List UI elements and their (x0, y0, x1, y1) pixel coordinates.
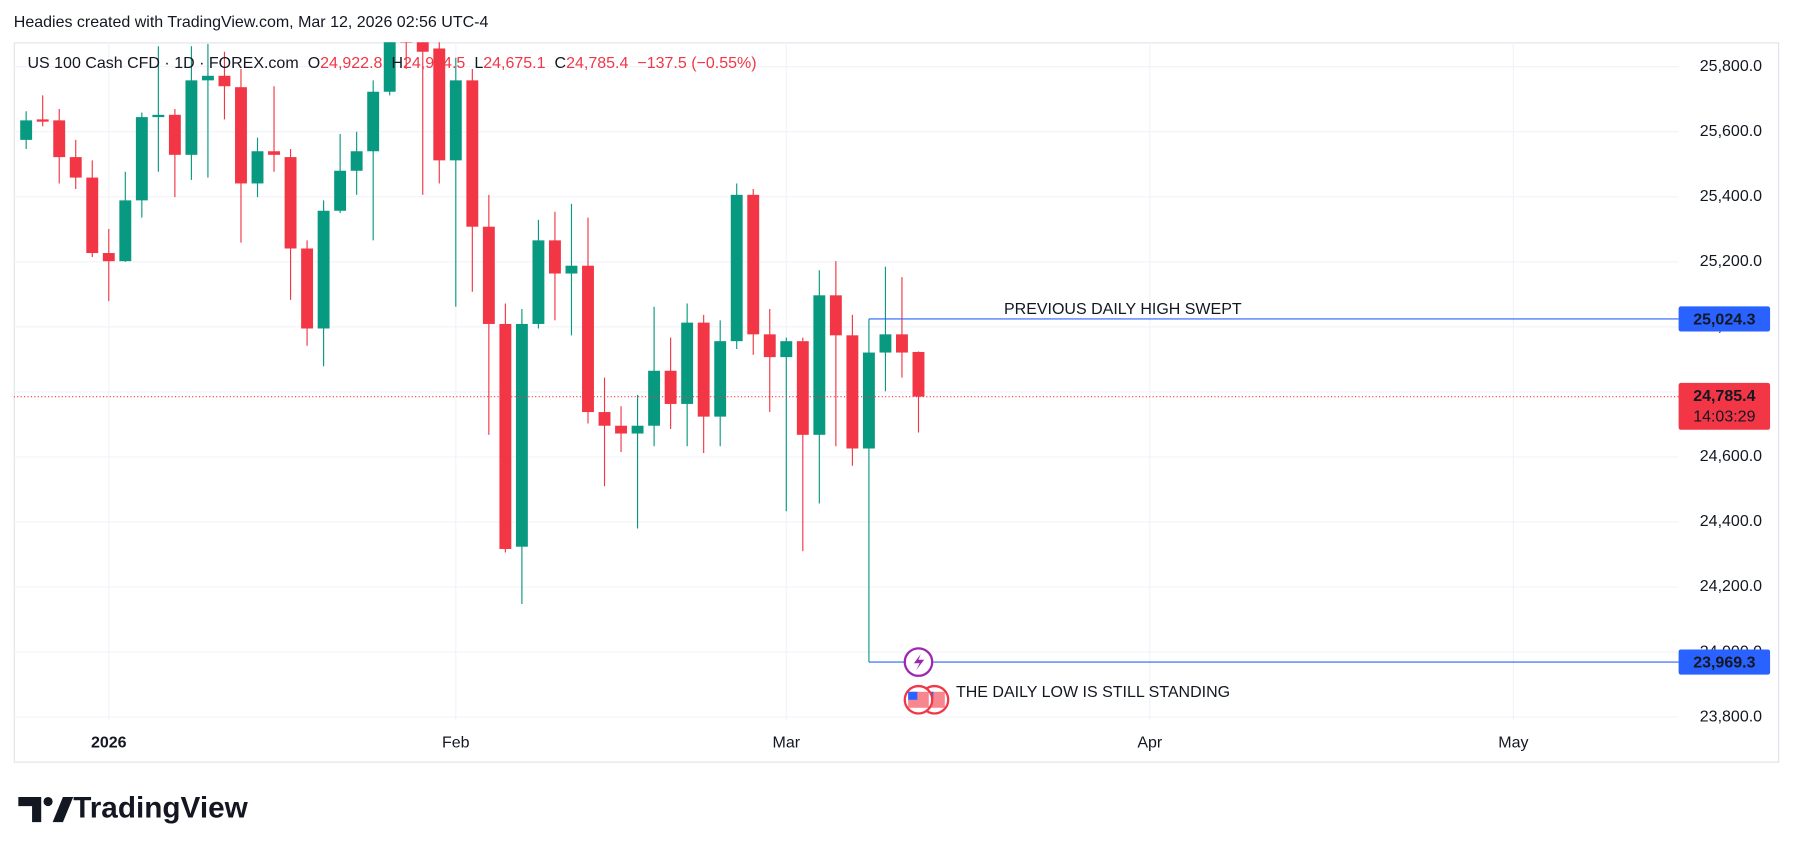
candle-body (119, 200, 132, 262)
legend-symbol: US 100 Cash CFD · 1D · FOREX.com (27, 55, 298, 72)
candle-body (433, 48, 446, 161)
y-tick-label: 25,600.0 (1700, 123, 1762, 140)
legend-letter: C (555, 55, 567, 72)
candle-body (862, 352, 875, 449)
x-tick-label: May (1498, 734, 1528, 751)
header: Headies created with TradingView.com, Ma… (14, 14, 489, 31)
y-tick-label: 24,400.0 (1700, 513, 1762, 530)
candle-body (598, 412, 611, 426)
candle-body (251, 151, 264, 184)
candle-body (449, 80, 462, 161)
candle-body (301, 248, 314, 329)
price-tag (1678, 649, 1771, 675)
candle-body (548, 240, 561, 274)
candle-body (813, 295, 826, 435)
candle-body (102, 253, 115, 262)
x-tick-label: Feb (442, 734, 470, 751)
y-tick-label: 24,200.0 (1700, 578, 1762, 595)
chart-frame (13, 42, 1780, 763)
plot-area: PREVIOUS DAILY HIGH SWEPT THE DAILY LOW I… (13, 42, 1679, 701)
price-tag-label: 23,969.3 (1693, 654, 1755, 671)
x-tick-label: 2026 (91, 734, 127, 751)
candle-body (747, 194, 760, 335)
candle-body (317, 210, 330, 329)
event-icon-bolt (913, 654, 925, 671)
candle-body (763, 334, 776, 358)
price-tag (1678, 306, 1771, 332)
candle-body (615, 425, 627, 434)
brand: TradingView (73, 791, 248, 824)
axes: 23,800.024,000.024,200.024,400.024,600.0… (91, 58, 1771, 751)
flag-canton (908, 691, 918, 700)
candle-body (268, 151, 280, 155)
candle-body (714, 341, 727, 417)
candle-body (350, 151, 363, 171)
y-tick-label: 24,600.0 (1700, 448, 1762, 465)
y-tick-label: 25,200.0 (1700, 253, 1762, 270)
candle-body (631, 425, 644, 434)
candle-body (846, 335, 859, 449)
legend-value: 24,785.4 (566, 55, 628, 72)
candle-body (284, 157, 297, 249)
candle-body (400, 42, 413, 43)
candle-body (515, 323, 528, 547)
candle-body (152, 114, 165, 118)
candle-body (168, 114, 181, 155)
annotation: THE DAILY LOW IS STILL STANDING (956, 684, 1230, 701)
x-tick-label: Mar (773, 734, 801, 751)
legend-value: 24,924.5 (403, 55, 465, 72)
candle-body (235, 87, 247, 184)
candle-body (53, 120, 66, 158)
candle-body (912, 351, 925, 397)
candle-body (135, 117, 148, 201)
candle-body (86, 177, 99, 254)
candle-body (69, 157, 82, 178)
candle-body (697, 322, 710, 417)
annotation: PREVIOUS DAILY HIGH SWEPT (1004, 301, 1242, 318)
legend-letter: O (308, 55, 320, 72)
y-tick-label: 25,800.0 (1700, 58, 1762, 75)
candle-body (466, 80, 479, 227)
price-tag-label: 25,024.3 (1693, 311, 1755, 328)
candle-body (796, 341, 809, 435)
candle-body (532, 240, 545, 324)
candle-body (648, 370, 661, 426)
candle-body (582, 265, 594, 413)
candle-body (334, 170, 347, 211)
legend-letter: H (391, 55, 403, 72)
candle-body (780, 341, 793, 358)
candle-body (829, 295, 842, 336)
candle-body (730, 194, 743, 342)
candle-body (218, 75, 231, 87)
candle-body (565, 265, 578, 274)
candle-body (367, 91, 380, 152)
candle-body (896, 334, 908, 353)
candle-body (879, 334, 892, 353)
candle-body (416, 42, 429, 52)
candle-body (20, 120, 33, 140)
candle-body (482, 226, 495, 324)
countdown: 14:03:29 (1693, 408, 1755, 425)
last-price-tag (1678, 382, 1771, 430)
last-price-label: 24,785.4 (1693, 388, 1755, 405)
legend-letter: L (474, 55, 483, 72)
y-tick-label: 23,800.0 (1700, 708, 1762, 725)
legend-value: 24,675.1 (483, 55, 545, 72)
candle-body (664, 370, 677, 404)
candle-body (499, 323, 512, 549)
candle-body (36, 119, 49, 122)
candle-body (383, 42, 396, 92)
candle-body (201, 75, 214, 81)
y-tick-label: 25,400.0 (1700, 188, 1762, 205)
legend-value: 24,922.8 (320, 55, 382, 72)
legend-change: −137.5 (−0.55%) (637, 55, 756, 72)
tradingview-logo: TradingView (18, 791, 249, 824)
candle-body (185, 80, 198, 155)
legend: US 100 Cash CFD · 1D · FOREX.com O24,922… (27, 55, 756, 72)
candle-body (681, 322, 694, 404)
x-tick-label: Apr (1137, 734, 1163, 751)
